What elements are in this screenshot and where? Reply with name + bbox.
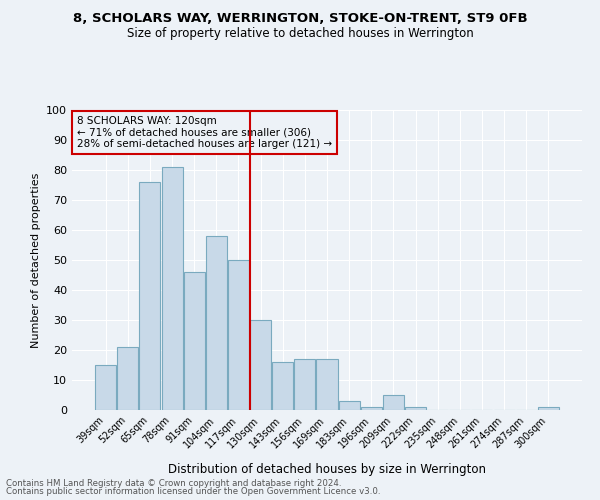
Bar [139, 182, 160, 410]
Bar [184, 272, 205, 410]
Bar [95, 365, 116, 410]
Bar [405, 407, 426, 410]
Text: Distribution of detached houses by size in Werrington: Distribution of detached houses by size … [168, 464, 486, 476]
Bar [228, 260, 249, 410]
Text: 8 SCHOLARS WAY: 120sqm
← 71% of detached houses are smaller (306)
28% of semi-de: 8 SCHOLARS WAY: 120sqm ← 71% of detached… [77, 116, 332, 149]
Bar [272, 362, 293, 410]
Bar [538, 407, 559, 410]
Bar [250, 320, 271, 410]
Bar [361, 407, 382, 410]
Bar [206, 236, 227, 410]
Bar [118, 347, 139, 410]
Bar [338, 401, 359, 410]
Y-axis label: Number of detached properties: Number of detached properties [31, 172, 41, 348]
Bar [383, 395, 404, 410]
Text: Contains HM Land Registry data © Crown copyright and database right 2024.: Contains HM Land Registry data © Crown c… [6, 478, 341, 488]
Bar [161, 167, 182, 410]
Bar [316, 359, 338, 410]
Bar [295, 359, 316, 410]
Text: 8, SCHOLARS WAY, WERRINGTON, STOKE-ON-TRENT, ST9 0FB: 8, SCHOLARS WAY, WERRINGTON, STOKE-ON-TR… [73, 12, 527, 26]
Text: Contains public sector information licensed under the Open Government Licence v3: Contains public sector information licen… [6, 487, 380, 496]
Text: Size of property relative to detached houses in Werrington: Size of property relative to detached ho… [127, 28, 473, 40]
